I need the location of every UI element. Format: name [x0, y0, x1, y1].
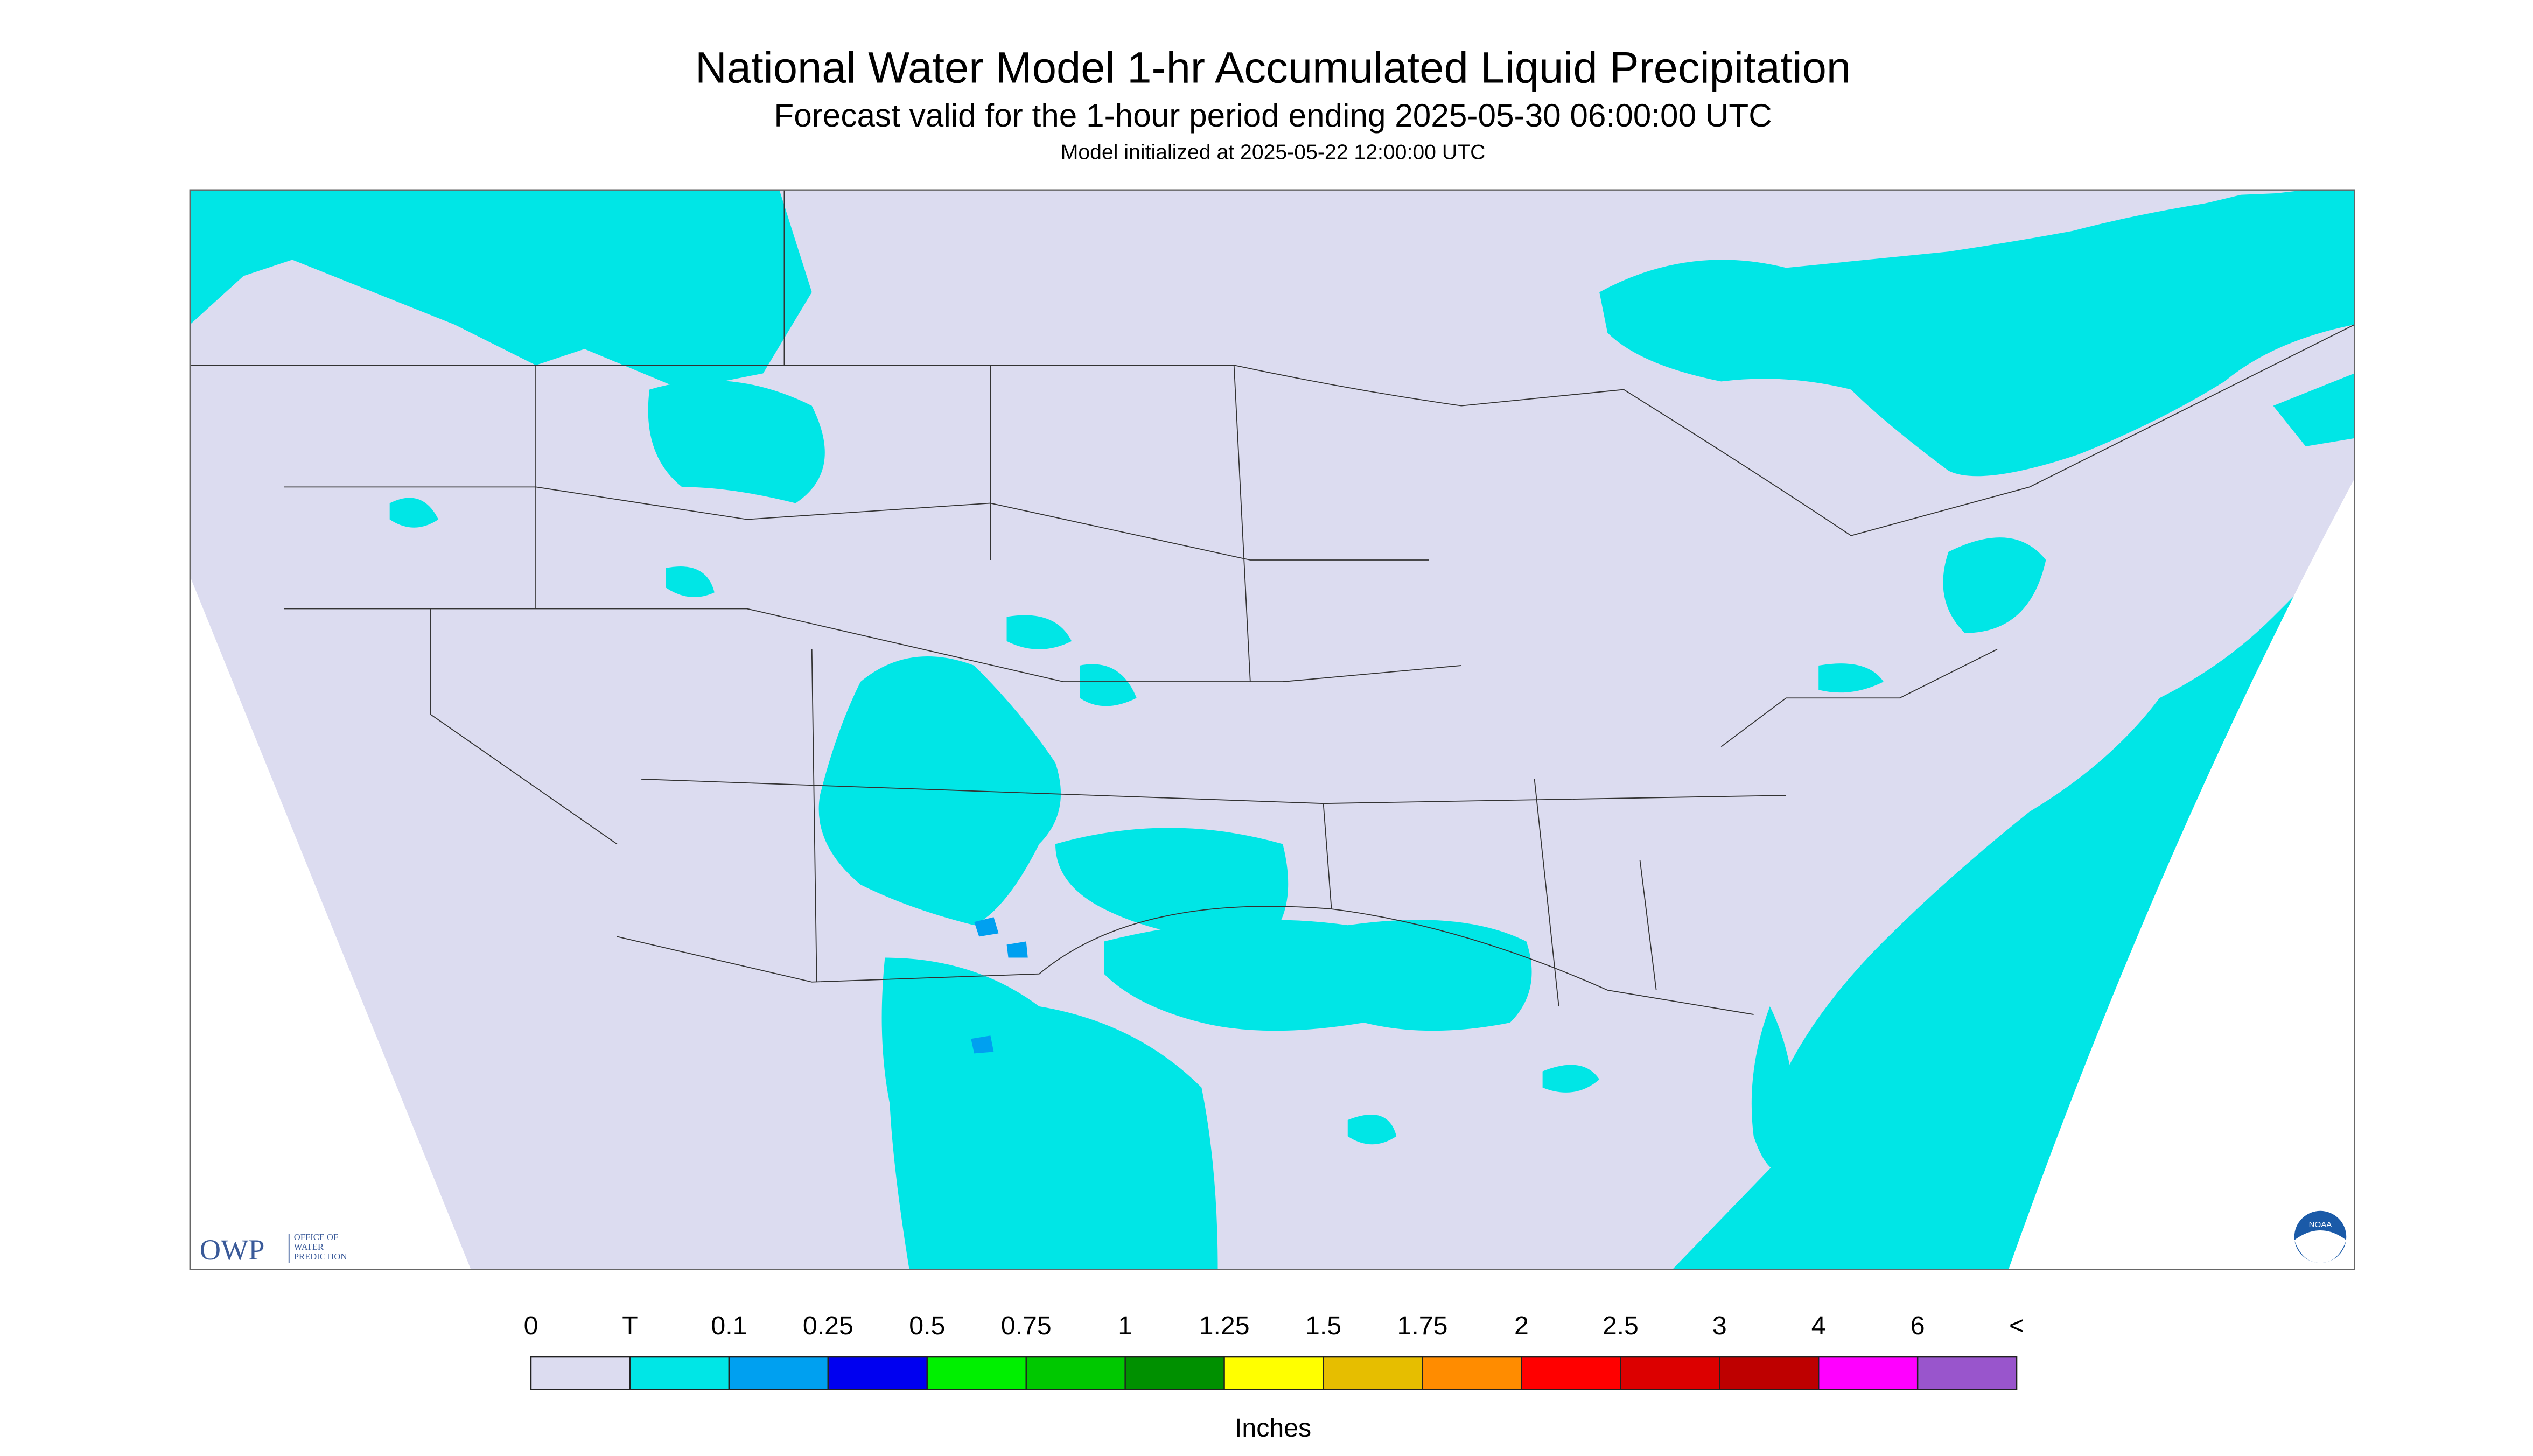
legend-swatch — [1818, 1356, 1919, 1390]
legend: Inches 0 T 0.1 0.25 0.5 0.75 1 1.25 1.5 1.75 2 2.5 3… — [524, 1311, 2025, 1443]
title: National Water Model 1-hr Accumulated Li… — [695, 44, 1851, 93]
legend-swatch — [1124, 1356, 1225, 1390]
legend-swatch — [1620, 1356, 1720, 1390]
legend-label: 3 — [1712, 1311, 1727, 1340]
legend-label: 0.1 — [711, 1311, 747, 1340]
legend-label: 6 — [1911, 1311, 1925, 1340]
legend-label: 0.75 — [1001, 1311, 1052, 1340]
owp-logo-line: PREDICTION — [294, 1251, 347, 1262]
legend-swatch — [1719, 1356, 1820, 1390]
legend-swatch — [1025, 1356, 1126, 1390]
precip-areas — [190, 190, 2355, 1270]
legend-label: 1 — [1118, 1311, 1132, 1340]
precip-heavier — [971, 917, 1028, 1054]
outside-domain-right — [2009, 479, 2355, 1270]
noaa-logo: NOAA — [2294, 1210, 2347, 1263]
legend-swatch — [1916, 1356, 2018, 1390]
init-time: Model initialized at 2025-05-22 12:00:00… — [1061, 141, 1486, 164]
boundaries — [190, 190, 2355, 1015]
legend-swatch — [1223, 1356, 1324, 1390]
subtitle: Forecast valid for the 1-hour period end… — [774, 97, 1772, 134]
legend-label: 0.25 — [803, 1311, 853, 1340]
owp-logo-text: OWP — [200, 1234, 265, 1266]
legend-swatch — [629, 1356, 730, 1390]
legend-swatch — [530, 1356, 631, 1390]
legend-label: 1.75 — [1397, 1311, 1448, 1340]
legend-swatch — [1521, 1356, 1621, 1390]
legend-unit: Inches — [1235, 1413, 1311, 1443]
owp-logo-caption: OFFICE OF WATER PREDICTION — [294, 1232, 347, 1262]
legend-label: 2 — [1514, 1311, 1529, 1340]
legend-swatch — [827, 1356, 928, 1390]
legend-label: 4 — [1811, 1311, 1826, 1340]
legend-label: 0.5 — [909, 1311, 945, 1340]
outside-domain-left — [190, 576, 471, 1270]
map: OWP OFFICE OF WATER PREDICTION NOAA — [189, 189, 2355, 1270]
owp-logo-line: OFFICE OF — [294, 1232, 338, 1242]
legend-swatch — [1323, 1356, 1423, 1390]
legend-swatch — [926, 1356, 1027, 1390]
legend-swatch — [1422, 1356, 1522, 1390]
map-frame — [189, 189, 2355, 1270]
legend-label: T — [622, 1311, 638, 1340]
legend-label: 1.5 — [1305, 1311, 1341, 1340]
owp-logo: OWP OFFICE OF WATER PREDICTION — [200, 1232, 347, 1266]
owp-logo-line: WATER — [294, 1242, 324, 1252]
legend-label: < — [2009, 1311, 2024, 1340]
legend-swatch — [728, 1356, 829, 1390]
legend-label: 1.25 — [1199, 1311, 1250, 1340]
legend-label: 2.5 — [1603, 1311, 1639, 1340]
noaa-logo-text: NOAA — [2309, 1220, 2333, 1229]
legend-label: 0 — [524, 1311, 538, 1340]
